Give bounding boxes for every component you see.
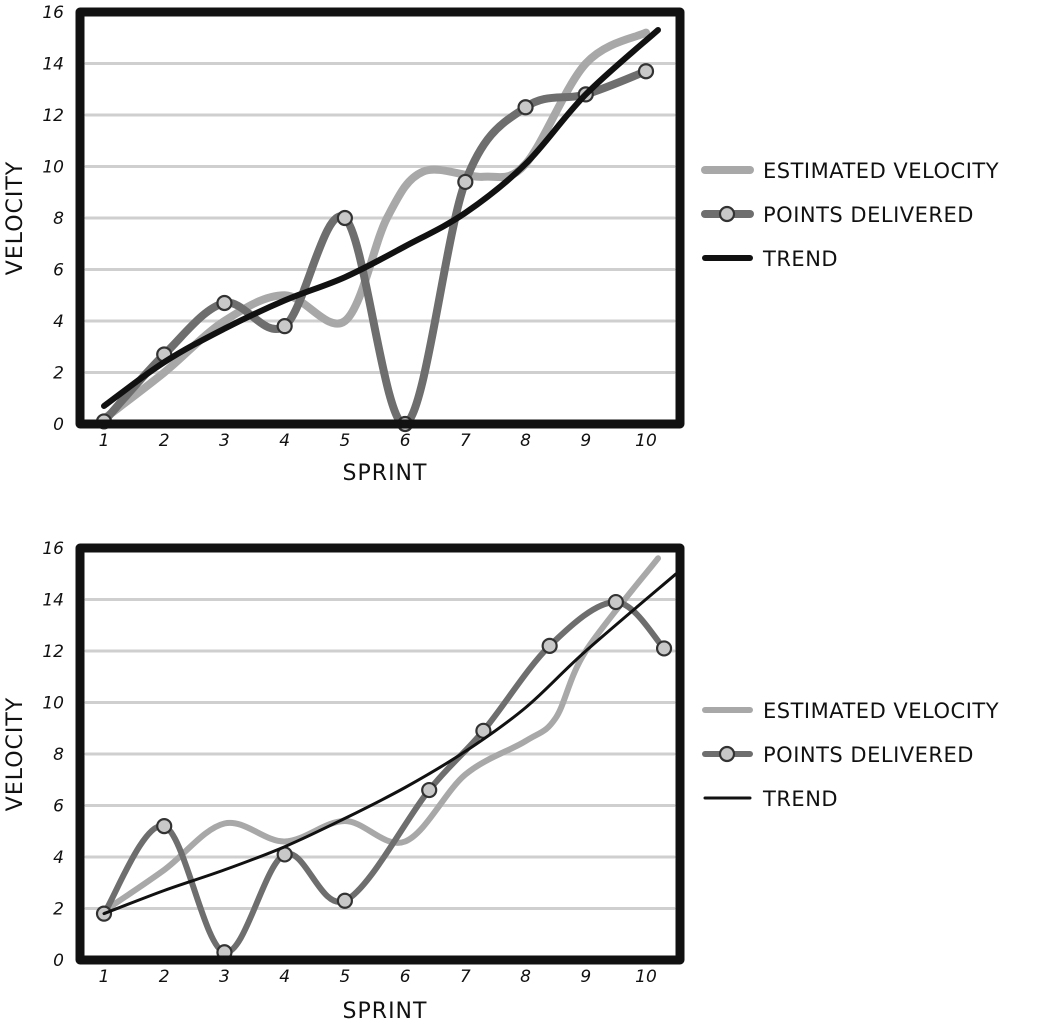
y-tick-label: 2 (53, 364, 64, 384)
y-tick-label: 4 (53, 848, 64, 868)
x-tick-label: 10 (635, 431, 657, 451)
y-tick-label: 8 (53, 209, 64, 229)
x-tick-label: 4 (279, 967, 290, 987)
x-tick-label: 3 (219, 431, 230, 451)
x-tick-label: 9 (580, 431, 591, 451)
legend-label: POINTS DELIVERED (763, 203, 974, 227)
data-point (276, 318, 293, 335)
y-tick-label: 14 (42, 55, 64, 75)
data-point (517, 99, 534, 116)
y-tick-label: 0 (53, 951, 64, 971)
legend-label: ESTIMATED VELOCITY (763, 699, 999, 723)
y-axis-title: VELOCITY (3, 161, 28, 275)
y-tick-label: 10 (42, 158, 64, 178)
data-point (607, 593, 624, 611)
y-tick-label: 0 (53, 415, 64, 435)
x-tick-label: 6 (400, 431, 411, 451)
data-point (336, 892, 353, 909)
y-axis-title: VELOCITY (3, 697, 28, 811)
x-tick-label: 2 (159, 967, 170, 987)
data-point (637, 63, 655, 80)
x-tick-label: 8 (520, 967, 531, 987)
x-tick-label: 1 (99, 967, 110, 987)
x-tick-label: 7 (460, 967, 471, 987)
series-line (101, 599, 668, 956)
x-tick-label: 8 (520, 431, 531, 451)
x-tick-label: 2 (159, 431, 170, 451)
legend-marker (718, 745, 736, 763)
legend-label: TREND (762, 247, 838, 271)
data-point (457, 173, 474, 191)
y-tick-label: 6 (53, 797, 64, 817)
series-line (101, 555, 661, 915)
y-tick-label: 10 (42, 694, 64, 714)
data-point (156, 817, 173, 835)
plot-frame (75, 543, 685, 965)
data-point (216, 294, 233, 312)
plot-frame (75, 7, 685, 429)
legend-label: POINTS DELIVERED (763, 743, 974, 767)
y-tick-label: 8 (53, 745, 64, 765)
y-tick-label: 16 (42, 3, 64, 23)
x-axis-title: SPRINT (343, 999, 428, 1024)
legend-label: TREND (762, 787, 838, 811)
y-tick-label: 12 (42, 106, 64, 126)
series-line (101, 27, 661, 409)
x-tick-label: 6 (400, 967, 411, 987)
x-tick-label: 4 (279, 431, 290, 451)
series-line (100, 28, 650, 423)
legend-marker (718, 205, 736, 223)
series-line (102, 572, 678, 916)
legend: ESTIMATED VELOCITY POINTS DELIVERED TREND (701, 159, 999, 271)
y-tick-label: 16 (42, 539, 64, 559)
data-point (655, 640, 673, 657)
data-point (336, 209, 353, 227)
x-tick-label: 9 (580, 967, 591, 987)
data-point (421, 781, 438, 799)
x-tick-label: 5 (339, 967, 350, 987)
data-point (541, 637, 558, 654)
x-tick-label: 1 (99, 431, 110, 451)
y-tick-label: 4 (53, 312, 64, 332)
y-tick-label: 6 (53, 261, 64, 281)
x-tick-label: 3 (219, 967, 230, 987)
x-tick-label: 7 (460, 431, 471, 451)
legend: ESTIMATED VELOCITY POINTS DELIVERED TREND (702, 699, 999, 811)
x-tick-label: 10 (635, 967, 657, 987)
x-axis-title: SPRINT (343, 461, 428, 486)
legend-label: ESTIMATED VELOCITY (763, 159, 999, 183)
y-tick-label: 14 (42, 591, 64, 611)
x-tick-label: 5 (339, 431, 350, 451)
y-tick-label: 2 (53, 900, 64, 920)
y-tick-label: 12 (42, 642, 64, 662)
